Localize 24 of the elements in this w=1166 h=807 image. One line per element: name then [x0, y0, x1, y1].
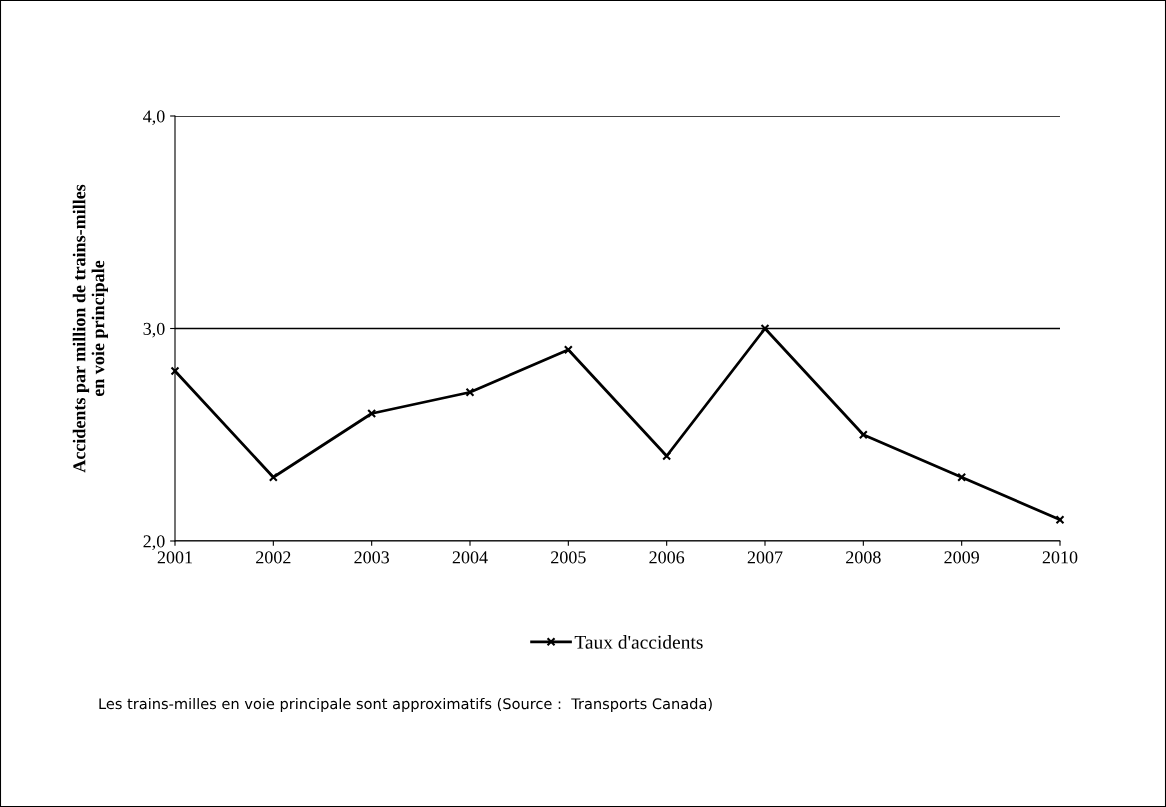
x-tick-label: 2010: [1042, 551, 1078, 564]
y-tick-label: 4,0: [143, 110, 165, 126]
point: [563, 345, 573, 355]
legend-label: Taux d'accidents: [574, 635, 703, 649]
x-tick-label: 2006: [649, 551, 685, 564]
point: [957, 472, 967, 482]
x-tick-label: 2005: [551, 551, 586, 564]
x-tick-label: 2001: [157, 551, 192, 564]
point: [1055, 515, 1065, 525]
point: [268, 472, 278, 482]
x-tick-label: 2003: [354, 551, 390, 564]
point: [465, 387, 475, 397]
y-axis-title: Accidents par million de trains-milles en voie principale: [72, 184, 108, 473]
y-tick-label: 2,0: [143, 535, 165, 551]
x-tick-label: 2007: [747, 551, 783, 564]
x-tick-label: 2008: [846, 551, 881, 564]
y-tick-label: 3,0: [143, 322, 165, 338]
point: [367, 408, 377, 419]
x-tick-label: 2009: [944, 551, 979, 564]
point: [170, 366, 180, 376]
text: Les trains-milles en voie principale sont approximatifs (Source : Transports Canada): [99, 697, 712, 713]
point: [858, 430, 868, 440]
x-tick-label: 2002: [256, 551, 291, 564]
x-tick-label: 2004: [452, 551, 488, 564]
